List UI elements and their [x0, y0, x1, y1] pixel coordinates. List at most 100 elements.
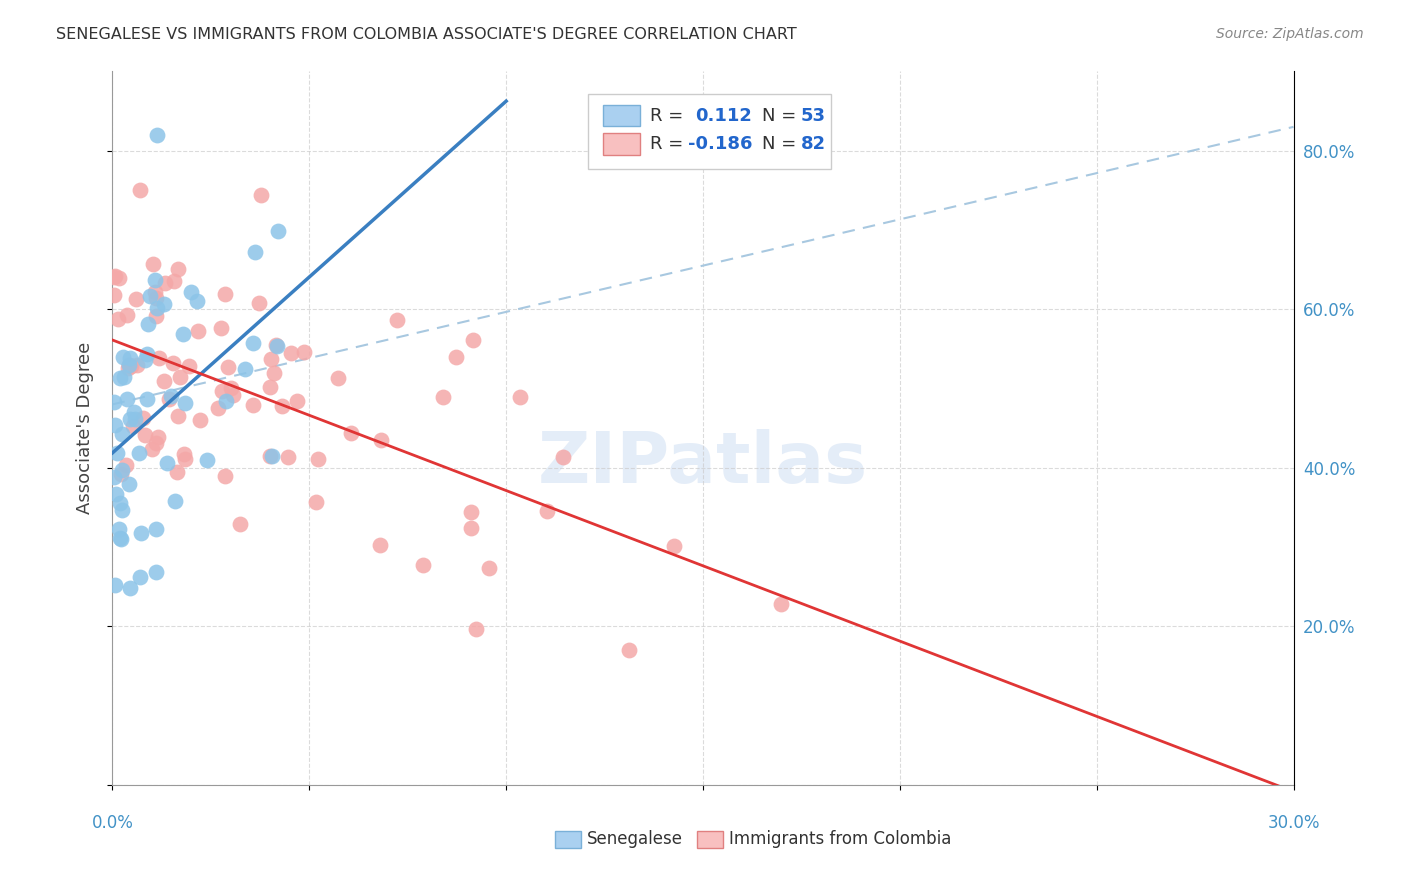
Point [145, 128, 167, 142]
Point [460, 505, 482, 519]
Point [111, 426, 134, 441]
Point [104, 487, 127, 501]
Point [134, 353, 156, 368]
Point [159, 389, 181, 403]
Point [120, 359, 142, 373]
Point [370, 433, 392, 447]
Text: 0.0%: 0.0% [91, 814, 134, 831]
Point [172, 326, 194, 341]
Y-axis label: Associate's Degree: Associate's Degree [76, 342, 94, 515]
Point [307, 452, 329, 467]
Point [103, 470, 125, 484]
Point [145, 291, 167, 305]
Point [292, 345, 315, 359]
Point [259, 352, 281, 367]
Point [118, 351, 141, 365]
Point [118, 476, 141, 491]
Point [128, 445, 150, 459]
Text: 53: 53 [801, 107, 827, 125]
Point [163, 494, 186, 508]
Point [166, 409, 188, 423]
Point [243, 244, 266, 259]
Point [173, 451, 195, 466]
Point [117, 308, 139, 322]
Point [127, 358, 149, 372]
Point [166, 465, 188, 479]
Point [219, 382, 242, 396]
Point [385, 312, 408, 326]
Point [108, 531, 131, 545]
Text: ZIPatlas: ZIPatlas [538, 429, 868, 499]
Point [129, 183, 152, 197]
Text: R =: R = [650, 136, 689, 153]
Point [271, 399, 294, 413]
Text: Senegalese: Senegalese [588, 830, 683, 848]
Text: Source: ZipAtlas.com: Source: ZipAtlas.com [1216, 27, 1364, 41]
Point [135, 346, 157, 360]
Point [110, 532, 132, 546]
Point [111, 350, 134, 364]
Point [553, 450, 575, 464]
Point [460, 521, 482, 535]
Text: 0.112: 0.112 [695, 107, 752, 125]
Point [117, 361, 139, 376]
Point [148, 351, 170, 365]
Point [619, 643, 641, 657]
Point [233, 361, 256, 376]
Point [328, 370, 350, 384]
Point [280, 346, 302, 360]
Point [174, 396, 197, 410]
Point [139, 289, 162, 303]
Point [267, 224, 290, 238]
Point [131, 411, 153, 425]
Point [142, 257, 165, 271]
Point [340, 426, 363, 441]
Point [118, 359, 141, 373]
Point [305, 495, 328, 509]
Point [128, 570, 150, 584]
Point [214, 468, 236, 483]
Point [145, 310, 167, 324]
Point [259, 380, 281, 394]
Point [107, 312, 129, 326]
Point [188, 413, 211, 427]
Point [229, 516, 252, 531]
Point [287, 393, 309, 408]
Point [143, 285, 166, 299]
Text: 82: 82 [801, 136, 827, 153]
Point [259, 449, 281, 463]
Point [215, 394, 238, 409]
Point [120, 412, 142, 426]
Point [143, 273, 166, 287]
Point [444, 350, 467, 364]
Point [104, 417, 127, 432]
Point [118, 358, 141, 372]
Point [412, 558, 434, 573]
Text: N =: N = [762, 107, 801, 125]
Text: R =: R = [650, 107, 689, 125]
Point [242, 336, 264, 351]
Point [136, 317, 159, 331]
Point [121, 419, 143, 434]
Point [103, 394, 125, 409]
Point [217, 359, 239, 374]
Text: SENEGALESE VS IMMIGRANTS FROM COLOMBIA ASSOCIATE'S DEGREE CORRELATION CHART: SENEGALESE VS IMMIGRANTS FROM COLOMBIA A… [56, 27, 797, 42]
Point [134, 428, 156, 442]
Point [163, 274, 186, 288]
FancyBboxPatch shape [589, 95, 831, 169]
FancyBboxPatch shape [697, 830, 723, 847]
FancyBboxPatch shape [555, 830, 581, 847]
Point [152, 297, 174, 311]
Point [536, 503, 558, 517]
Point [263, 366, 285, 380]
Point [110, 496, 132, 510]
Point [249, 188, 271, 202]
FancyBboxPatch shape [603, 105, 640, 127]
Text: Immigrants from Colombia: Immigrants from Colombia [728, 830, 952, 848]
Text: 30.0%: 30.0% [1267, 814, 1320, 831]
Point [157, 392, 180, 406]
Point [260, 449, 283, 463]
Point [111, 503, 134, 517]
Point [242, 398, 264, 412]
Point [464, 622, 486, 636]
